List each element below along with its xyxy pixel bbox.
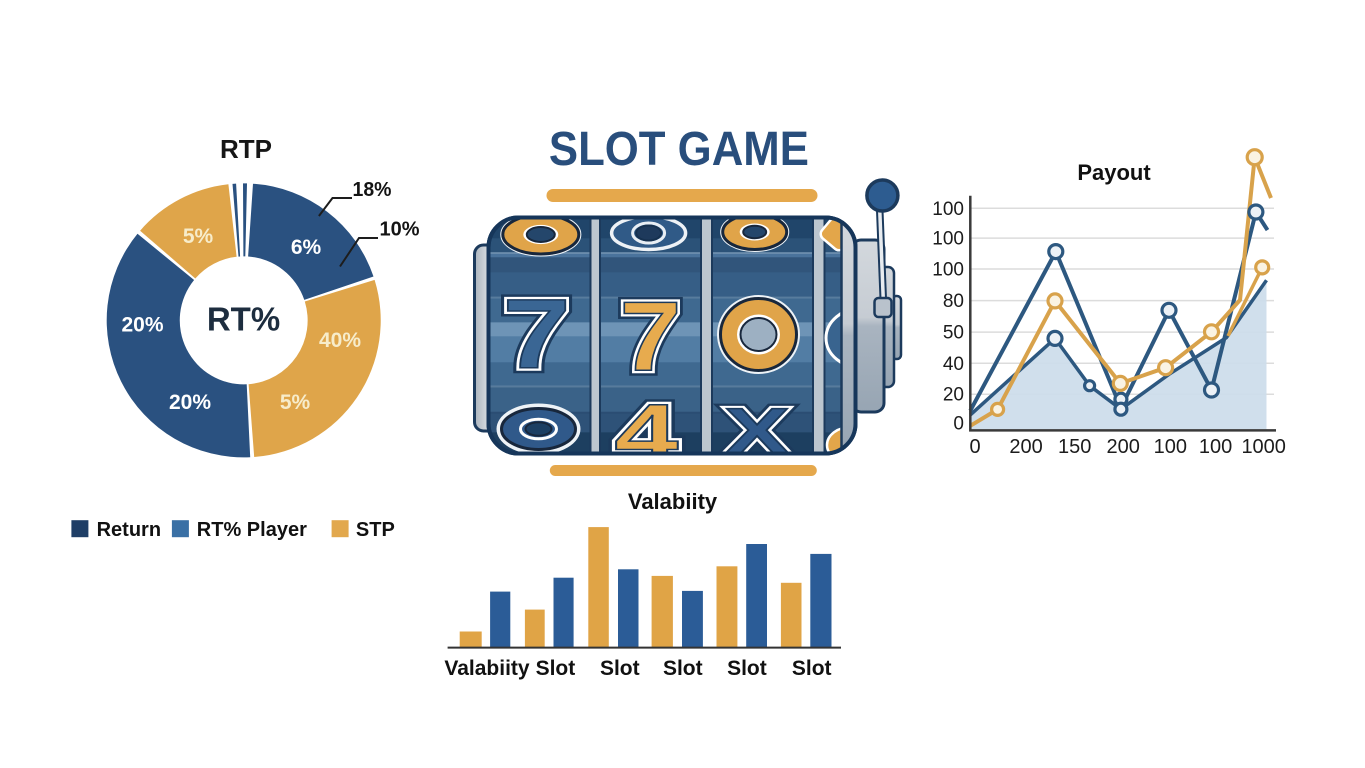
svg-text:6%: 6% [291, 236, 322, 259]
svg-text:4: 4 [614, 388, 679, 479]
svg-text:7: 7 [620, 281, 682, 391]
svg-text:100: 100 [1154, 436, 1187, 458]
svg-text:RT%: RT% [207, 301, 280, 338]
svg-text:100: 100 [1199, 436, 1232, 458]
svg-text:0: 0 [969, 436, 980, 458]
svg-text:RTP: RTP [220, 134, 272, 164]
svg-text:18%: 18% [353, 179, 392, 201]
svg-text:40%: 40% [319, 329, 361, 352]
svg-text:0: 0 [953, 414, 964, 435]
svg-text:40: 40 [943, 354, 964, 375]
svg-text:Slot: Slot [792, 657, 832, 680]
svg-text:Slot: Slot [663, 657, 703, 680]
svg-text:200: 200 [1107, 436, 1140, 458]
svg-text:RT% Player: RT% Player [197, 519, 307, 541]
svg-text:20%: 20% [169, 391, 211, 414]
svg-text:7: 7 [503, 279, 571, 389]
svg-text:SLOT GAME: SLOT GAME [549, 123, 809, 176]
svg-text:Valabiity: Valabiity [444, 657, 530, 680]
svg-text:5%: 5% [183, 225, 214, 248]
svg-text:Payout: Payout [1077, 160, 1151, 185]
svg-text:80: 80 [943, 291, 964, 312]
svg-text:4: 4 [614, 388, 679, 479]
svg-text:100: 100 [932, 199, 964, 220]
svg-text:Slot: Slot [727, 657, 767, 680]
svg-text:7: 7 [620, 281, 682, 391]
svg-text:Slot: Slot [536, 657, 576, 680]
svg-text:100: 100 [932, 260, 964, 281]
svg-text:Slot: Slot [600, 657, 640, 680]
svg-text:20%: 20% [121, 314, 163, 337]
svg-text:X: X [724, 394, 790, 468]
svg-text:STP: STP [356, 519, 395, 541]
svg-text:150: 150 [1058, 436, 1091, 458]
svg-text:Valabiity: Valabiity [628, 489, 718, 514]
svg-text:4: 4 [614, 388, 679, 479]
svg-text:7: 7 [503, 279, 571, 389]
svg-text:100: 100 [932, 229, 964, 250]
svg-text:50: 50 [943, 323, 964, 344]
svg-text:7: 7 [503, 279, 571, 389]
svg-text:7: 7 [620, 281, 682, 391]
svg-text:Return: Return [97, 519, 161, 541]
svg-text:5%: 5% [280, 391, 311, 414]
svg-text:X: X [724, 394, 790, 468]
svg-text:10%: 10% [380, 219, 420, 241]
svg-text:X: X [724, 394, 790, 468]
svg-text:200: 200 [1009, 436, 1042, 458]
svg-text:20: 20 [943, 385, 964, 406]
svg-text:1000: 1000 [1241, 436, 1286, 458]
